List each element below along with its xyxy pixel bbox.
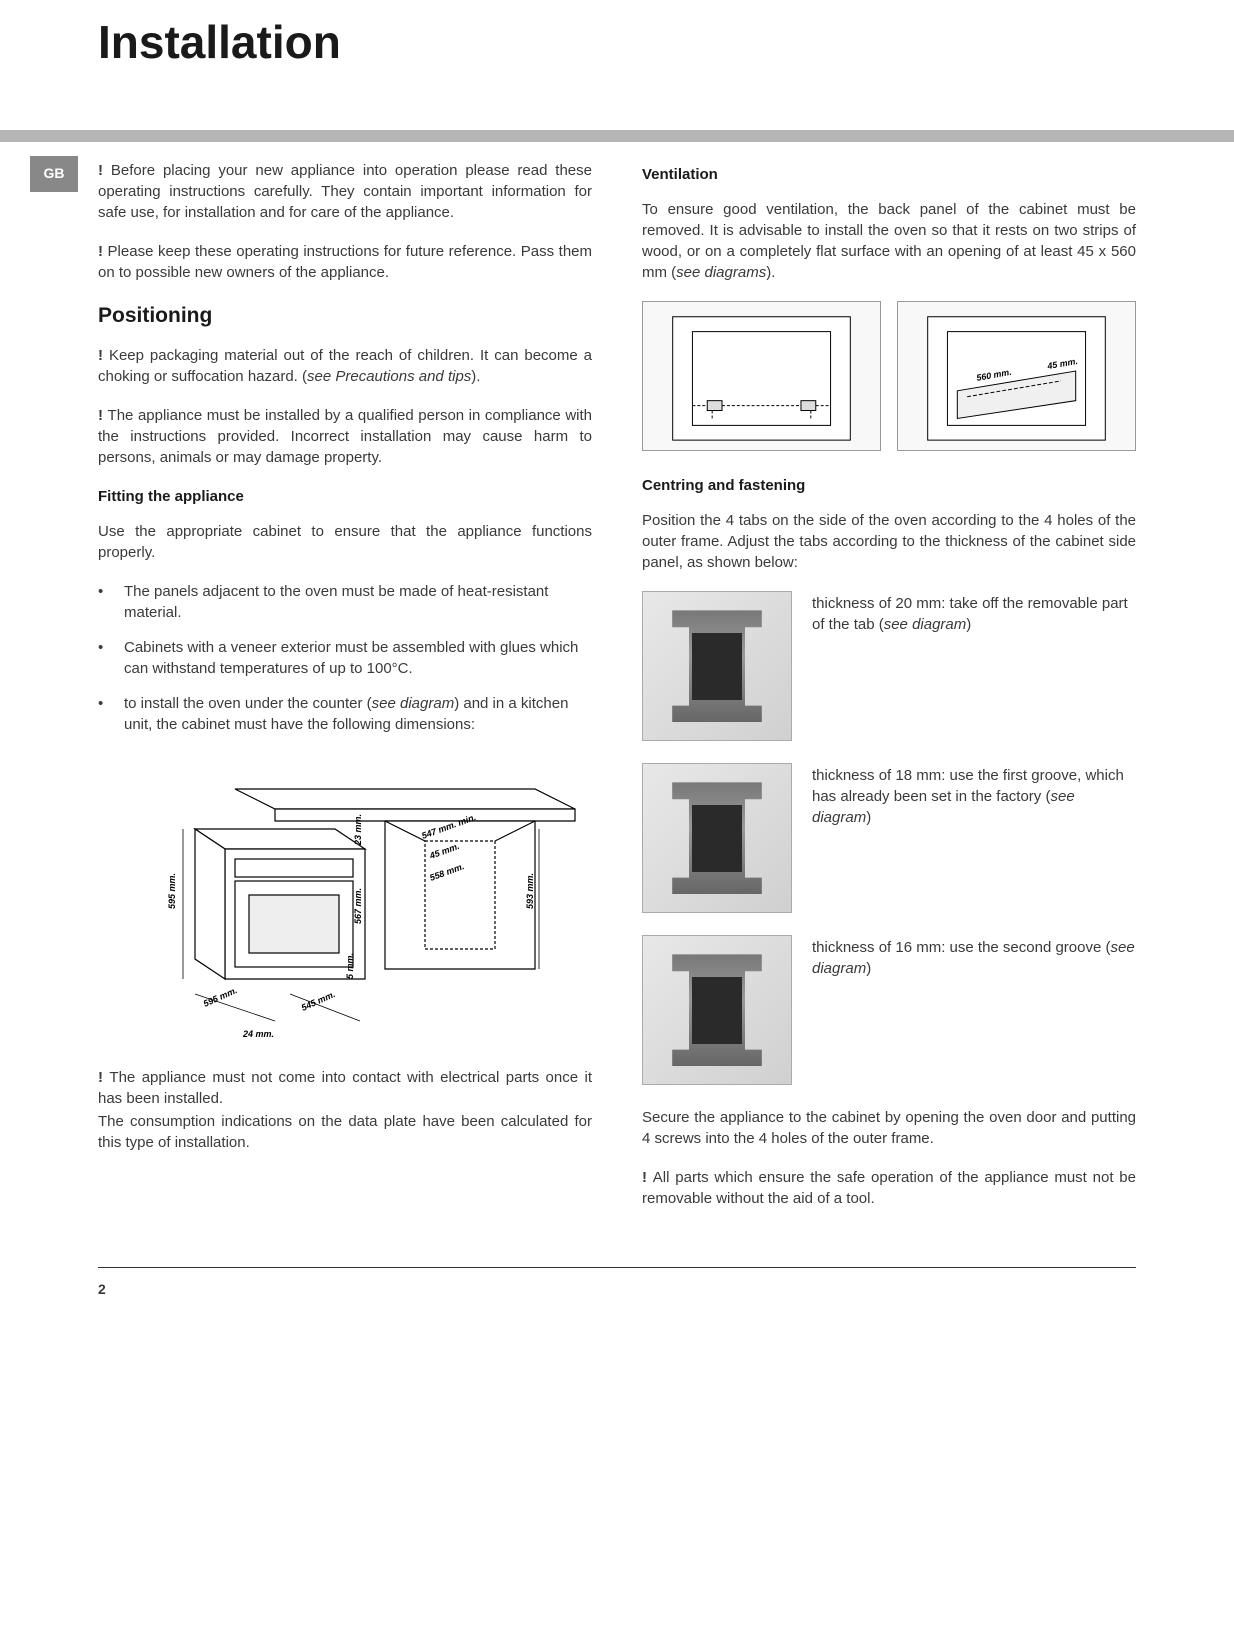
after-diagram-para2: The consumption indications on the data … [98, 1111, 592, 1153]
vent-b: ). [766, 264, 775, 281]
vent-ref: see diagrams [676, 264, 766, 281]
vent-diagram-1 [642, 301, 881, 451]
tab-16mm-row: thickness of 16 mm: use the second groov… [642, 935, 1136, 1085]
pos-para-2: ! The appliance must be installed by a q… [98, 405, 592, 468]
tab-18mm-diagram [642, 763, 792, 913]
bullet3a-text: to install the oven under the counter ( [124, 695, 372, 712]
dim-545: 545 mm. [300, 989, 337, 1013]
dim-5: 5 mm. [345, 953, 355, 979]
tab16-b: ) [866, 960, 871, 977]
language-tab: GB [30, 156, 78, 192]
bullet-2: • Cabinets with a veneer exterior must b… [98, 637, 592, 679]
tab20-b: ) [966, 616, 971, 633]
tab20-ref: see diagram [884, 616, 967, 633]
left-column: ! Before placing your new appliance into… [98, 160, 592, 1227]
dim-593: 593 mm. [525, 873, 535, 909]
tab16-a: thickness of 16 mm: use the second groov… [812, 939, 1110, 956]
pos-para-1: ! Keep packaging material out of the rea… [98, 345, 592, 387]
dim-23: 23 mm. [353, 814, 363, 846]
dim-595w: 595 mm. [202, 985, 239, 1009]
tab18-a: thickness of 18 mm: use the first groove… [812, 767, 1124, 805]
tab-16mm-diagram [642, 935, 792, 1085]
intro-para-1: ! Before placing your new appliance into… [98, 160, 592, 223]
tab-20mm-diagram [642, 591, 792, 741]
bullet3-ref: see diagram [372, 695, 455, 712]
ventilation-diagrams: 560 mm. 45 mm. [642, 301, 1136, 451]
separator-bar [0, 130, 1234, 142]
after1-text: The appliance must not come into contact… [98, 1069, 592, 1107]
bullet-1: • The panels adjacent to the oven must b… [98, 581, 592, 623]
pos2-text: The appliance must be installed by a qua… [98, 407, 592, 466]
dim-595h: 595 mm. [167, 873, 177, 909]
fit-intro: Use the appropriate cabinet to ensure th… [98, 521, 592, 563]
centring-intro: Position the 4 tabs on the side of the o… [642, 510, 1136, 573]
pos1-end: ). [471, 368, 480, 385]
ventilation-heading: Ventilation [642, 164, 1136, 185]
page-number: 2 [98, 1267, 1136, 1300]
intro1-text: Before placing your new appliance into o… [98, 162, 592, 221]
pos1-ref: see Precautions and tips [307, 368, 471, 385]
fitting-heading: Fitting the appliance [98, 486, 592, 507]
intro-para-2: ! Please keep these operating instructio… [98, 241, 592, 283]
safety-inner: All parts which ensure the safe operatio… [642, 1169, 1136, 1207]
bullet1-text: The panels adjacent to the oven must be … [116, 581, 592, 623]
vent-diagram-2: 560 mm. 45 mm. [897, 301, 1136, 451]
dim-24: 24 mm. [242, 1029, 274, 1039]
cabinet-dimensions-diagram: 595 mm. 595 mm. 545 mm. 24 mm. 567 mm. 5… [98, 749, 592, 1049]
centring-heading: Centring and fastening [642, 475, 1136, 496]
tab-18mm-row: thickness of 18 mm: use the first groove… [642, 763, 1136, 913]
tab18-b: ) [866, 809, 871, 826]
page-title: Installation [98, 0, 1136, 144]
after-diagram-para: ! The appliance must not come into conta… [98, 1067, 592, 1109]
dim-567: 567 mm. [353, 888, 363, 924]
bullet2-text: Cabinets with a veneer exterior must be … [116, 637, 592, 679]
ventilation-text: To ensure good ventilation, the back pan… [642, 199, 1136, 283]
right-column: Ventilation To ensure good ventilation, … [642, 160, 1136, 1227]
intro2-text: Please keep these operating instructions… [98, 243, 592, 281]
secure-text: Secure the appliance to the cabinet by o… [642, 1107, 1136, 1149]
safety-text: ! All parts which ensure the safe operat… [642, 1167, 1136, 1209]
positioning-heading: Positioning [98, 301, 592, 330]
bullet-3: • to install the oven under the counter … [98, 693, 592, 735]
tab-20mm-row: thickness of 20 mm: take off the removab… [642, 591, 1136, 741]
